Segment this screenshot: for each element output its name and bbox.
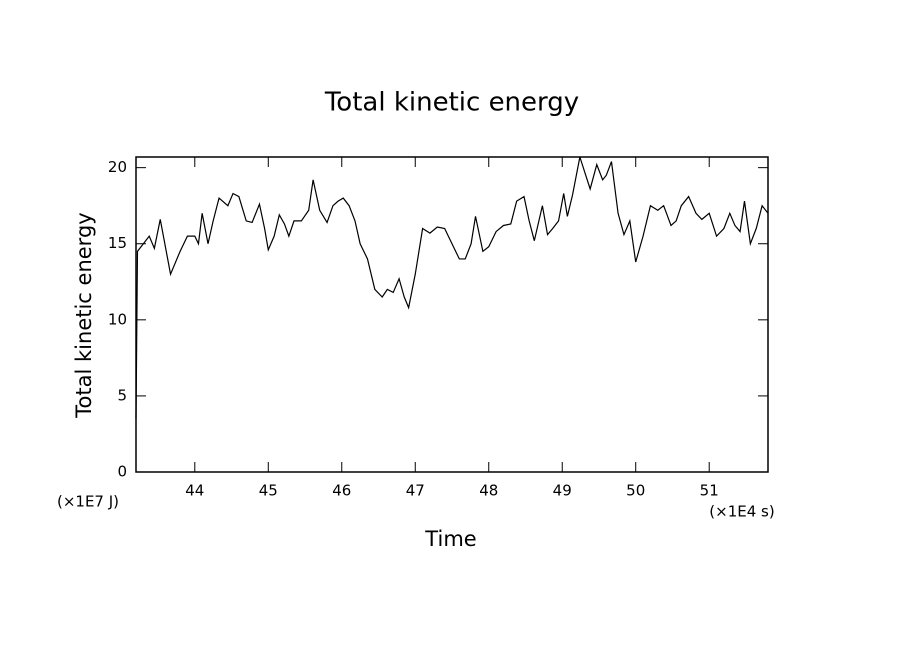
x-tick-label: 45 <box>259 482 278 500</box>
y-tick-label: 10 <box>108 310 127 328</box>
y-tick-label: 20 <box>108 158 127 176</box>
x-tick-label: 47 <box>406 482 425 500</box>
x-tick-label: 51 <box>700 482 719 500</box>
x-tick-label: 48 <box>479 482 498 500</box>
x-axis-label: Time <box>424 527 476 551</box>
y-tick-label: 0 <box>117 463 127 481</box>
x-tick-label: 46 <box>332 482 351 500</box>
x-unit-annotation: (×1E4 s) <box>709 503 774 521</box>
y-tick-label: 5 <box>117 386 127 404</box>
x-tick-label: 44 <box>185 482 204 500</box>
y-tick-label: 15 <box>108 234 127 252</box>
data-line <box>135 156 769 419</box>
plot-frame <box>135 156 769 473</box>
y-unit-annotation: (×1E7 J) <box>57 493 119 511</box>
x-tick-label: 50 <box>626 482 645 500</box>
x-tick-label: 49 <box>553 482 572 500</box>
chart-title: Total kinetic energy <box>324 88 579 118</box>
y-axis-label: Total kinetic energy <box>72 212 96 418</box>
